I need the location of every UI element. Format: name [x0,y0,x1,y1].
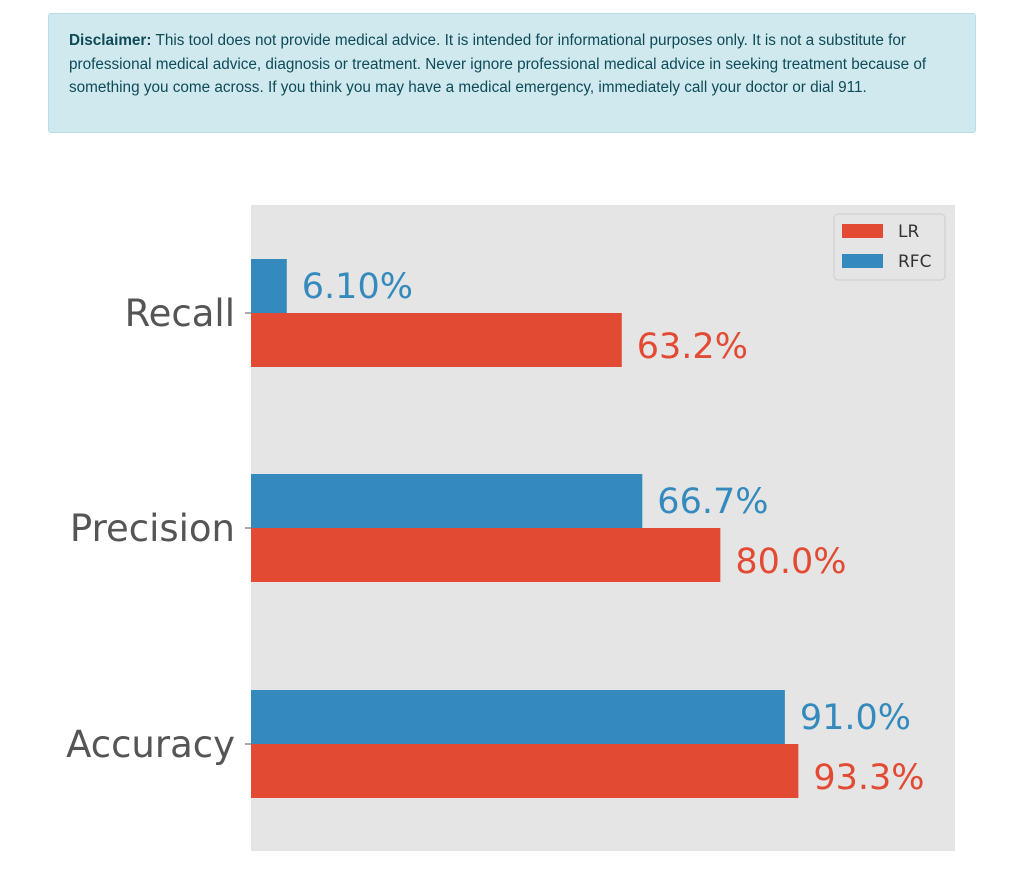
disclaimer-box: Disclaimer: This tool does not provide m… [48,13,976,133]
category-label-precision: Precision [70,507,235,550]
bar-rfc-accuracy [251,690,785,744]
data-labels-group: 6.10% 63.2% 66.7% 80.0% 91.0% 93.3% [302,267,925,798]
data-label-rfc-accuracy: 91.0% [800,698,911,738]
bar-lr-recall [251,313,622,367]
bars-group [251,259,799,798]
legend-swatch-lr [842,224,883,238]
category-axis: Recall Precision Accuracy [66,292,251,766]
data-label-lr-recall: 63.2% [637,327,748,367]
legend-label-lr: LR [898,222,919,242]
data-label-rfc-recall: 6.10% [302,267,413,307]
bar-lr-precision [251,528,721,582]
data-label-lr-accuracy: 93.3% [813,758,924,798]
legend-swatch-rfc [842,254,883,268]
bar-rfc-precision [251,474,643,528]
category-label-accuracy: Accuracy [66,723,235,766]
disclaimer-text: This tool does not provide medical advic… [69,32,927,97]
category-label-recall: Recall [125,292,235,335]
legend: LR RFC [833,213,946,281]
bar-rfc-recall [251,259,287,313]
bar-lr-accuracy [251,744,799,798]
legend-label-rfc: RFC [898,252,931,272]
disclaimer-heading: Disclaimer: [69,32,152,49]
data-label-rfc-precision: 66.7% [657,482,768,522]
data-label-lr-precision: 80.0% [735,542,846,582]
